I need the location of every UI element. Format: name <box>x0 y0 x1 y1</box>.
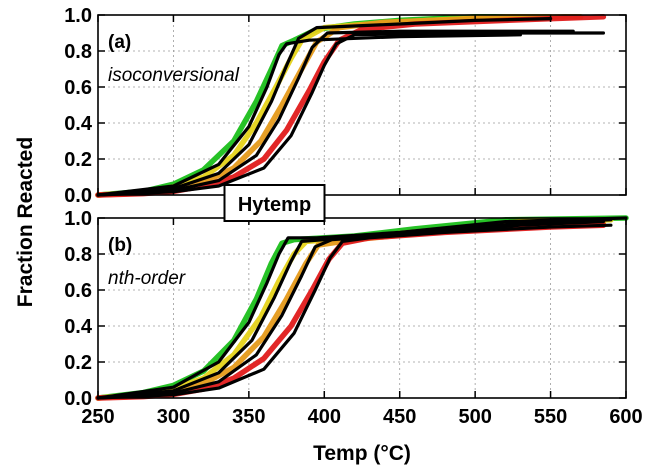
y-tick-label: 0.4 <box>64 316 93 338</box>
x-axis-title: Temp (°C) <box>313 442 411 465</box>
y-tick-label: 0.4 <box>64 113 93 135</box>
data-curve-green-0 <box>95 215 629 401</box>
x-tick-label: 250 <box>81 406 114 428</box>
fit-curve-4 <box>96 33 522 197</box>
data-curve-green-0 <box>95 14 524 198</box>
panel-method-label: nth-order <box>108 268 186 289</box>
fit-curve-7 <box>96 223 613 400</box>
panel-a: 0.0 0.2 0.4 0.6 0.8 1.0 (a) isoconversional <box>64 5 627 207</box>
shared-labels: 250 300 350 400 450 500 550 600 Temp (°C) Fractio… <box>14 137 643 465</box>
fit-curve-4 <box>96 216 628 400</box>
x-tick-label: 400 <box>308 406 341 428</box>
y-tick-label: 0.2 <box>64 149 92 171</box>
fit-curve-5 <box>96 17 553 197</box>
y-tick-label: 0.6 <box>64 77 92 99</box>
plot-frame <box>97 217 627 399</box>
panel-b: 0.0 0.2 0.4 0.6 0.8 1.0 (b) nth-order <box>64 208 629 410</box>
y-tick-label: 0.2 <box>64 352 92 374</box>
y-tick-label: 0.8 <box>64 41 92 63</box>
data-curve-yellow-1 <box>95 217 614 401</box>
fit-curve-7 <box>96 31 605 197</box>
y-tick-label: 0.6 <box>64 280 92 302</box>
center-label: Hytemp <box>238 194 311 216</box>
fit-curve-6 <box>96 29 575 197</box>
x-tick-label: 500 <box>458 406 491 428</box>
x-tick-label: 600 <box>609 406 642 428</box>
fit-curve-5 <box>96 218 613 400</box>
center-label-box <box>223 184 326 222</box>
y-tick-label: 1.0 <box>64 208 92 230</box>
y-tick-label: 0.0 <box>64 185 92 207</box>
panel-tag-label: (a) <box>108 32 131 53</box>
y-tick-label: 0.0 <box>64 388 92 410</box>
y-tick-label: 1.0 <box>64 5 92 27</box>
x-tick-label: 550 <box>534 406 567 428</box>
panel-tag-label: (b) <box>108 235 132 256</box>
data-curve-red-3 <box>95 222 607 401</box>
plot-frame <box>97 14 627 196</box>
panel-method-label: isoconversional <box>108 65 240 86</box>
x-tick-label: 300 <box>157 406 190 428</box>
y-axis-title: Fraction Reacted <box>14 137 37 307</box>
x-tick-label: 350 <box>232 406 265 428</box>
x-tick-label: 450 <box>383 406 416 428</box>
y-tick-label: 0.8 <box>64 244 92 266</box>
